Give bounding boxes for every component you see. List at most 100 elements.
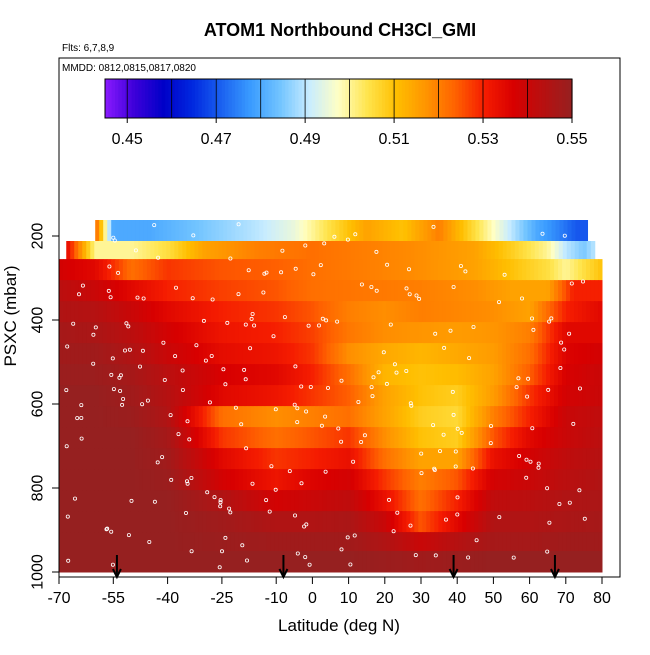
colorbar-cell [435, 79, 440, 118]
heatmap-cell [106, 532, 112, 554]
x-axis: -70 -55 -40 -25 -10 0 10 20 30 40 50 60 70 80 [47, 577, 611, 607]
heatmap-cell [354, 551, 359, 573]
heatmap-cell [454, 385, 459, 407]
heatmap-cell [566, 511, 571, 533]
heatmap-cell [266, 448, 272, 470]
colorbar-cell [458, 79, 463, 118]
heatmap-cell [318, 532, 324, 554]
heatmap-cell [490, 490, 495, 512]
heatmap-cell [498, 241, 504, 263]
heatmap-cell [406, 259, 411, 281]
heatmap-cell [410, 511, 415, 533]
heatmap-cell [414, 343, 419, 365]
heatmap-cell [498, 343, 503, 365]
heatmap-cell [326, 385, 331, 407]
heatmap-cell [366, 532, 371, 554]
heatmap-cell [206, 511, 212, 533]
heatmap-cell [302, 406, 308, 428]
heatmap-cell [326, 469, 331, 491]
heatmap-cell [350, 406, 355, 428]
heatmap-cell [478, 343, 483, 365]
heatmap-cell [398, 448, 403, 470]
heatmap-cell [206, 551, 212, 573]
heatmap-cell [486, 343, 491, 365]
heatmap-cell [94, 280, 100, 302]
heatmap-cell [546, 469, 551, 491]
heatmap-cell [554, 322, 559, 344]
heatmap-cell [102, 551, 108, 573]
heatmap-cell [466, 406, 471, 428]
heatmap-cell [222, 427, 228, 449]
heatmap-cell [422, 280, 427, 302]
heatmap-cell [62, 490, 68, 512]
heatmap-cell [442, 301, 447, 323]
heatmap-cell [114, 469, 120, 491]
sample-marker [463, 269, 468, 274]
heatmap-cell [270, 448, 276, 470]
heatmap-cell [158, 469, 164, 491]
heatmap-cell [434, 385, 439, 407]
colorbar-cell [371, 79, 376, 118]
sample-marker [531, 327, 536, 332]
heatmap-cell [414, 322, 419, 344]
sample-marker [269, 464, 274, 469]
heatmap-cell [302, 259, 308, 281]
heatmap-cell [526, 448, 531, 470]
heatmap-cell [566, 406, 571, 428]
heatmap-cell [306, 406, 312, 428]
heatmap-cell [398, 406, 403, 428]
x-tick-label: 20 [376, 590, 394, 607]
heatmap-cell [290, 301, 296, 323]
heatmap-cell [387, 220, 392, 242]
sample-marker [203, 358, 208, 363]
heatmap-cell [502, 385, 507, 407]
heatmap-cell [258, 322, 264, 344]
sample-marker [299, 481, 304, 486]
heatmap-cell [578, 364, 583, 386]
heatmap-cell [466, 469, 471, 491]
heatmap-cell [590, 448, 595, 470]
sample-marker [455, 495, 460, 500]
heatmap-cell [254, 511, 260, 533]
heatmap-cell [275, 220, 280, 242]
heatmap-cell [550, 241, 556, 263]
heatmap-cell [394, 406, 399, 428]
heatmap-cell [66, 406, 72, 428]
heatmap-cell [222, 532, 228, 554]
heatmap-cell [242, 532, 248, 554]
sample-marker [511, 555, 516, 560]
heatmap-cell [442, 551, 447, 573]
heatmap-cell [366, 469, 371, 491]
heatmap-cell [598, 469, 603, 491]
heatmap-cell [534, 406, 539, 428]
heatmap-cell [510, 241, 516, 263]
sample-marker [311, 272, 316, 277]
heatmap-cell [350, 322, 355, 344]
heatmap-cell [426, 364, 431, 386]
heatmap-cell [98, 406, 104, 428]
heatmap-cell [318, 511, 324, 533]
sample-marker [176, 432, 181, 437]
heatmap-cell [514, 343, 519, 365]
sample-marker [127, 347, 132, 352]
colorbar-cell [275, 79, 280, 118]
colorbar-cell [128, 79, 133, 118]
heatmap-cell [267, 220, 272, 242]
heatmap-cell [130, 301, 136, 323]
heatmap-cell [462, 427, 467, 449]
sample-marker [386, 497, 391, 502]
heatmap-cell [582, 427, 587, 449]
heatmap-cell [418, 322, 423, 344]
heatmap-cell [298, 301, 304, 323]
heatmap-cell [239, 220, 244, 242]
heatmap-cell [546, 322, 551, 344]
heatmap-cell [434, 259, 439, 281]
heatmap-cell [558, 343, 563, 365]
heatmap-cell [466, 259, 471, 281]
heatmap-cell [518, 511, 523, 533]
heatmap-cell [314, 364, 320, 386]
sample-marker [345, 237, 350, 242]
heatmap-cell [59, 532, 64, 554]
heatmap-cell [398, 385, 403, 407]
heatmap-cell [430, 427, 435, 449]
